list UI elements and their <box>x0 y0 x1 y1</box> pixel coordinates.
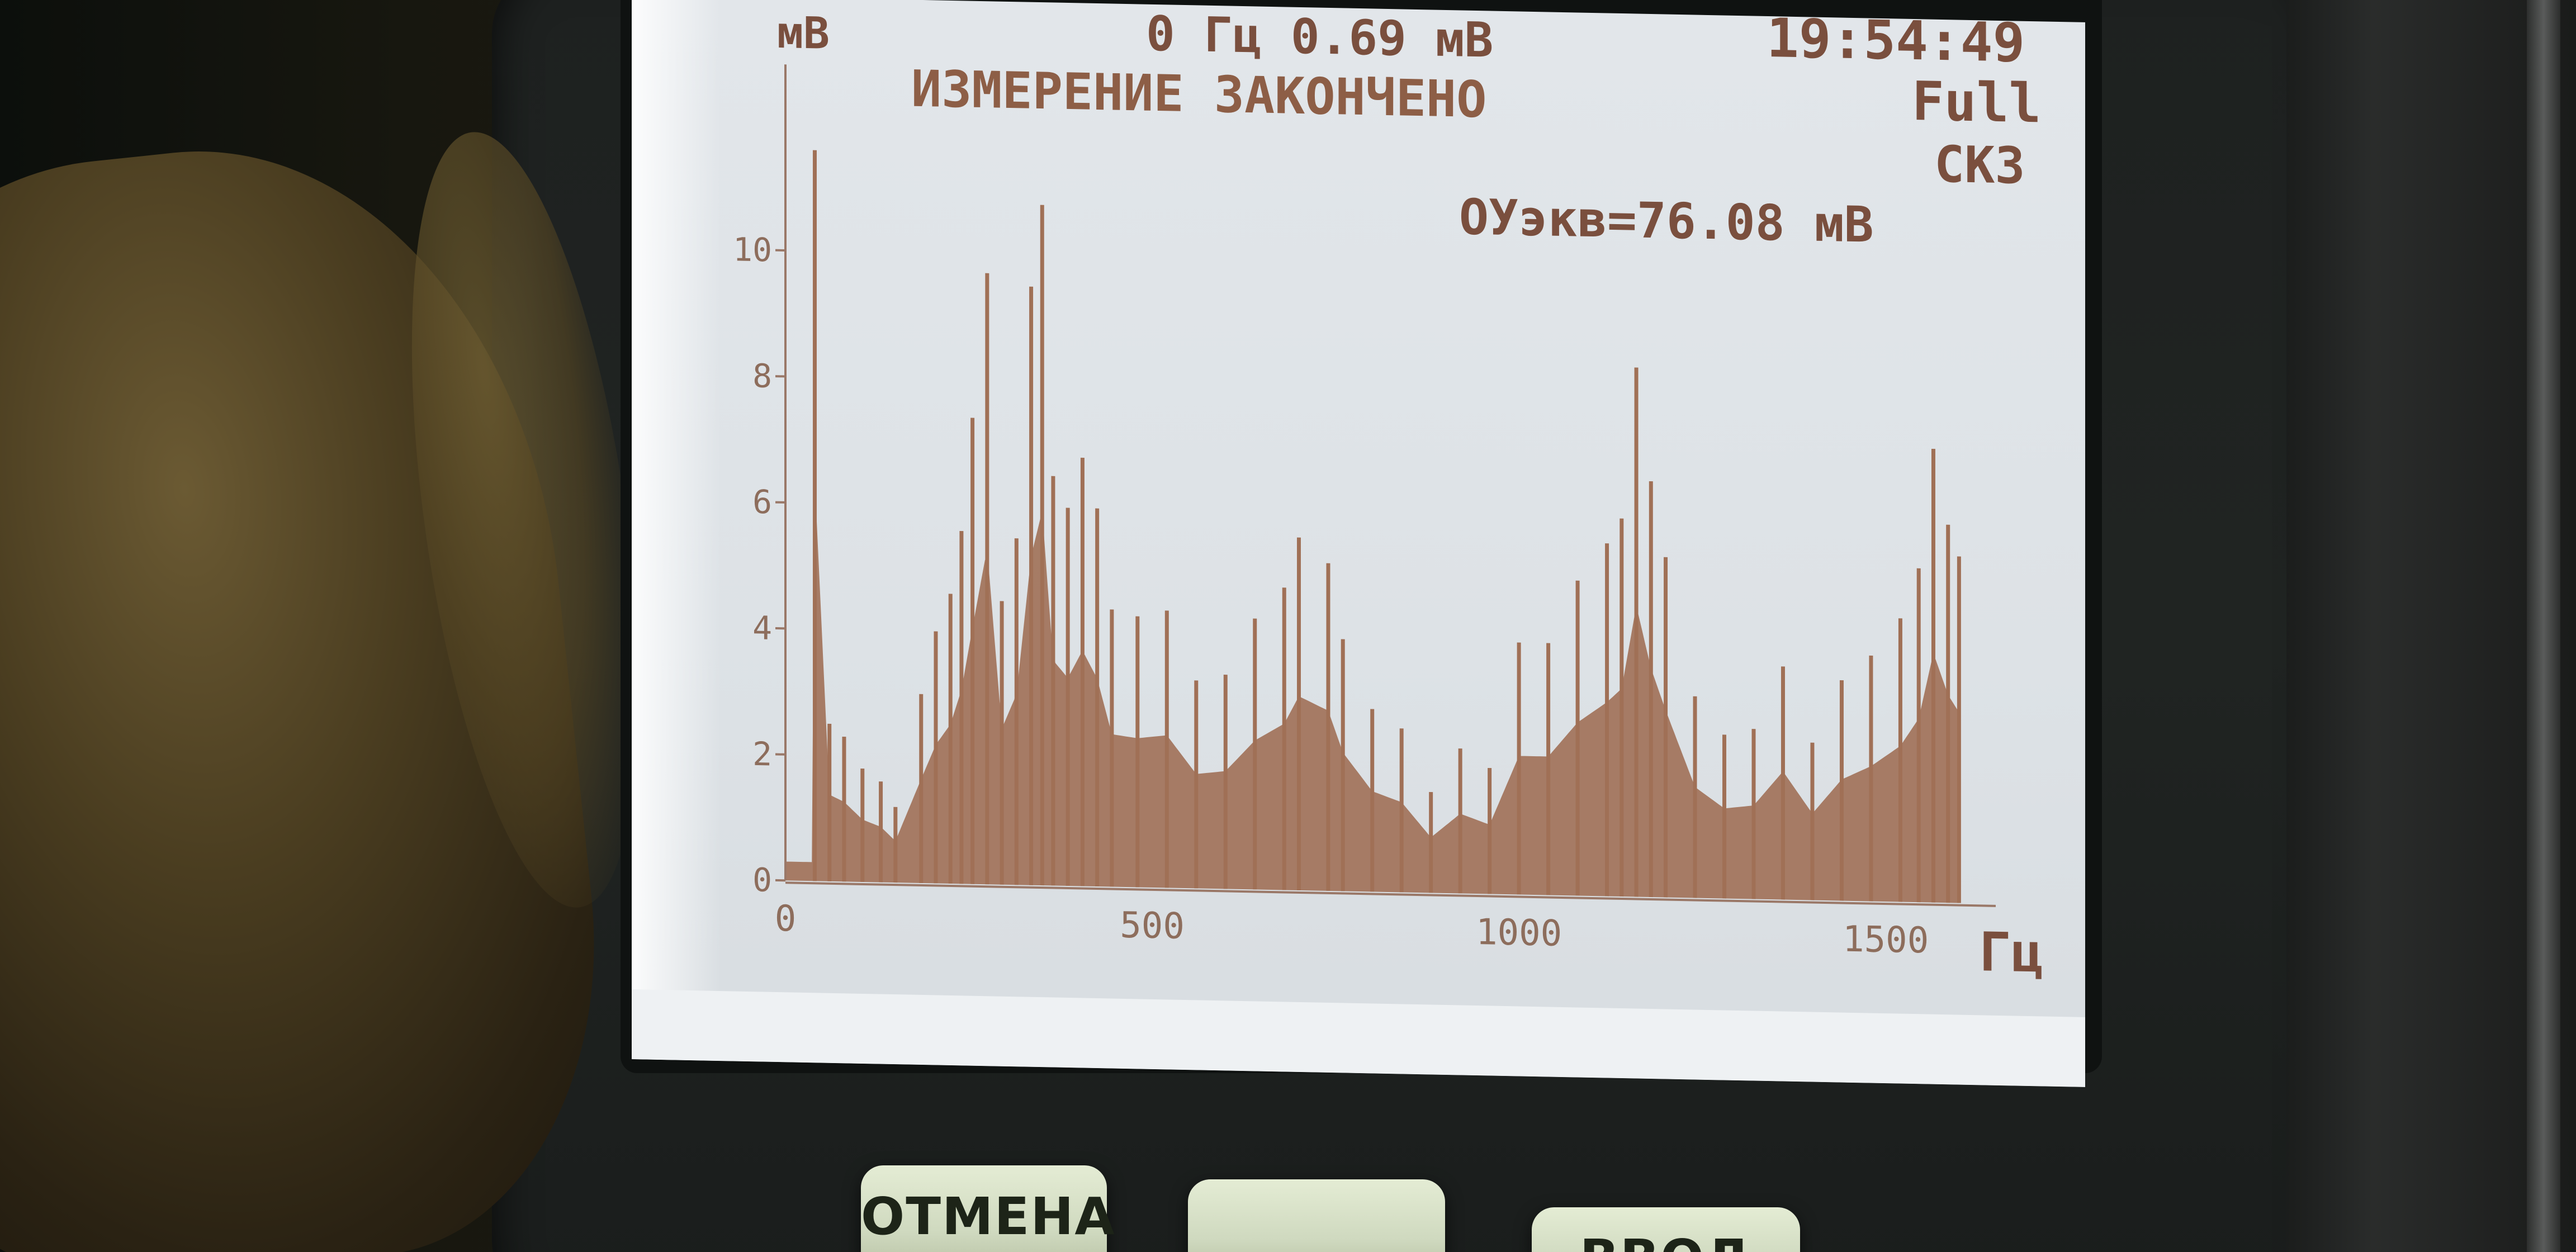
device-side <box>2286 0 2576 1252</box>
cursor-readout: 0 Гц 0.69 мВ <box>1146 6 1493 69</box>
y-unit-label: мВ <box>777 8 830 59</box>
x-unit-label: Гц <box>1979 921 2044 984</box>
spectrum-bars <box>785 150 1961 903</box>
cancel-button-label: ОТМЕНА <box>861 1187 1116 1246</box>
y-tick-label-5: 10 <box>733 230 772 269</box>
y-tick-label-0: 0 <box>752 861 772 899</box>
middle-button[interactable] <box>1188 1179 1445 1252</box>
x-axis <box>785 881 1996 907</box>
lcd-screen: 0 2 4 6 8 10 0 500 1000 1500 мВ 0 Гц 0.69 мВ 19:5… <box>632 0 2085 1087</box>
mode-label: Full <box>1912 70 2041 135</box>
x-tick-label-0: 0 <box>775 898 797 940</box>
chart-axes <box>775 64 1996 907</box>
x-tick-label-1: 500 <box>1120 905 1185 947</box>
cancel-button[interactable]: ОТМЕНА <box>861 1165 1116 1252</box>
x-tick-label-2: 1000 <box>1476 912 1562 955</box>
y-tick-label-2: 4 <box>752 609 772 647</box>
axis-tick-labels: 0 2 4 6 8 10 0 500 1000 1500 <box>733 230 1929 961</box>
metric-label: СКЗ <box>1934 135 2025 196</box>
enter-button[interactable]: ВВОД <box>1532 1207 1800 1252</box>
x-tick-label-3: 1500 <box>1843 919 1929 962</box>
enter-button-label: ВВОД <box>1532 1229 1800 1252</box>
overall-value: ОУэкв=76.08 мВ <box>1459 188 1874 253</box>
measurement-status: ИЗМЕРЕНИЕ ЗАКОНЧЕНО <box>911 60 1486 130</box>
y-tick-label-3: 6 <box>752 483 772 521</box>
y-tick-label-1: 2 <box>752 735 772 774</box>
y-tick-label-4: 8 <box>752 357 772 395</box>
